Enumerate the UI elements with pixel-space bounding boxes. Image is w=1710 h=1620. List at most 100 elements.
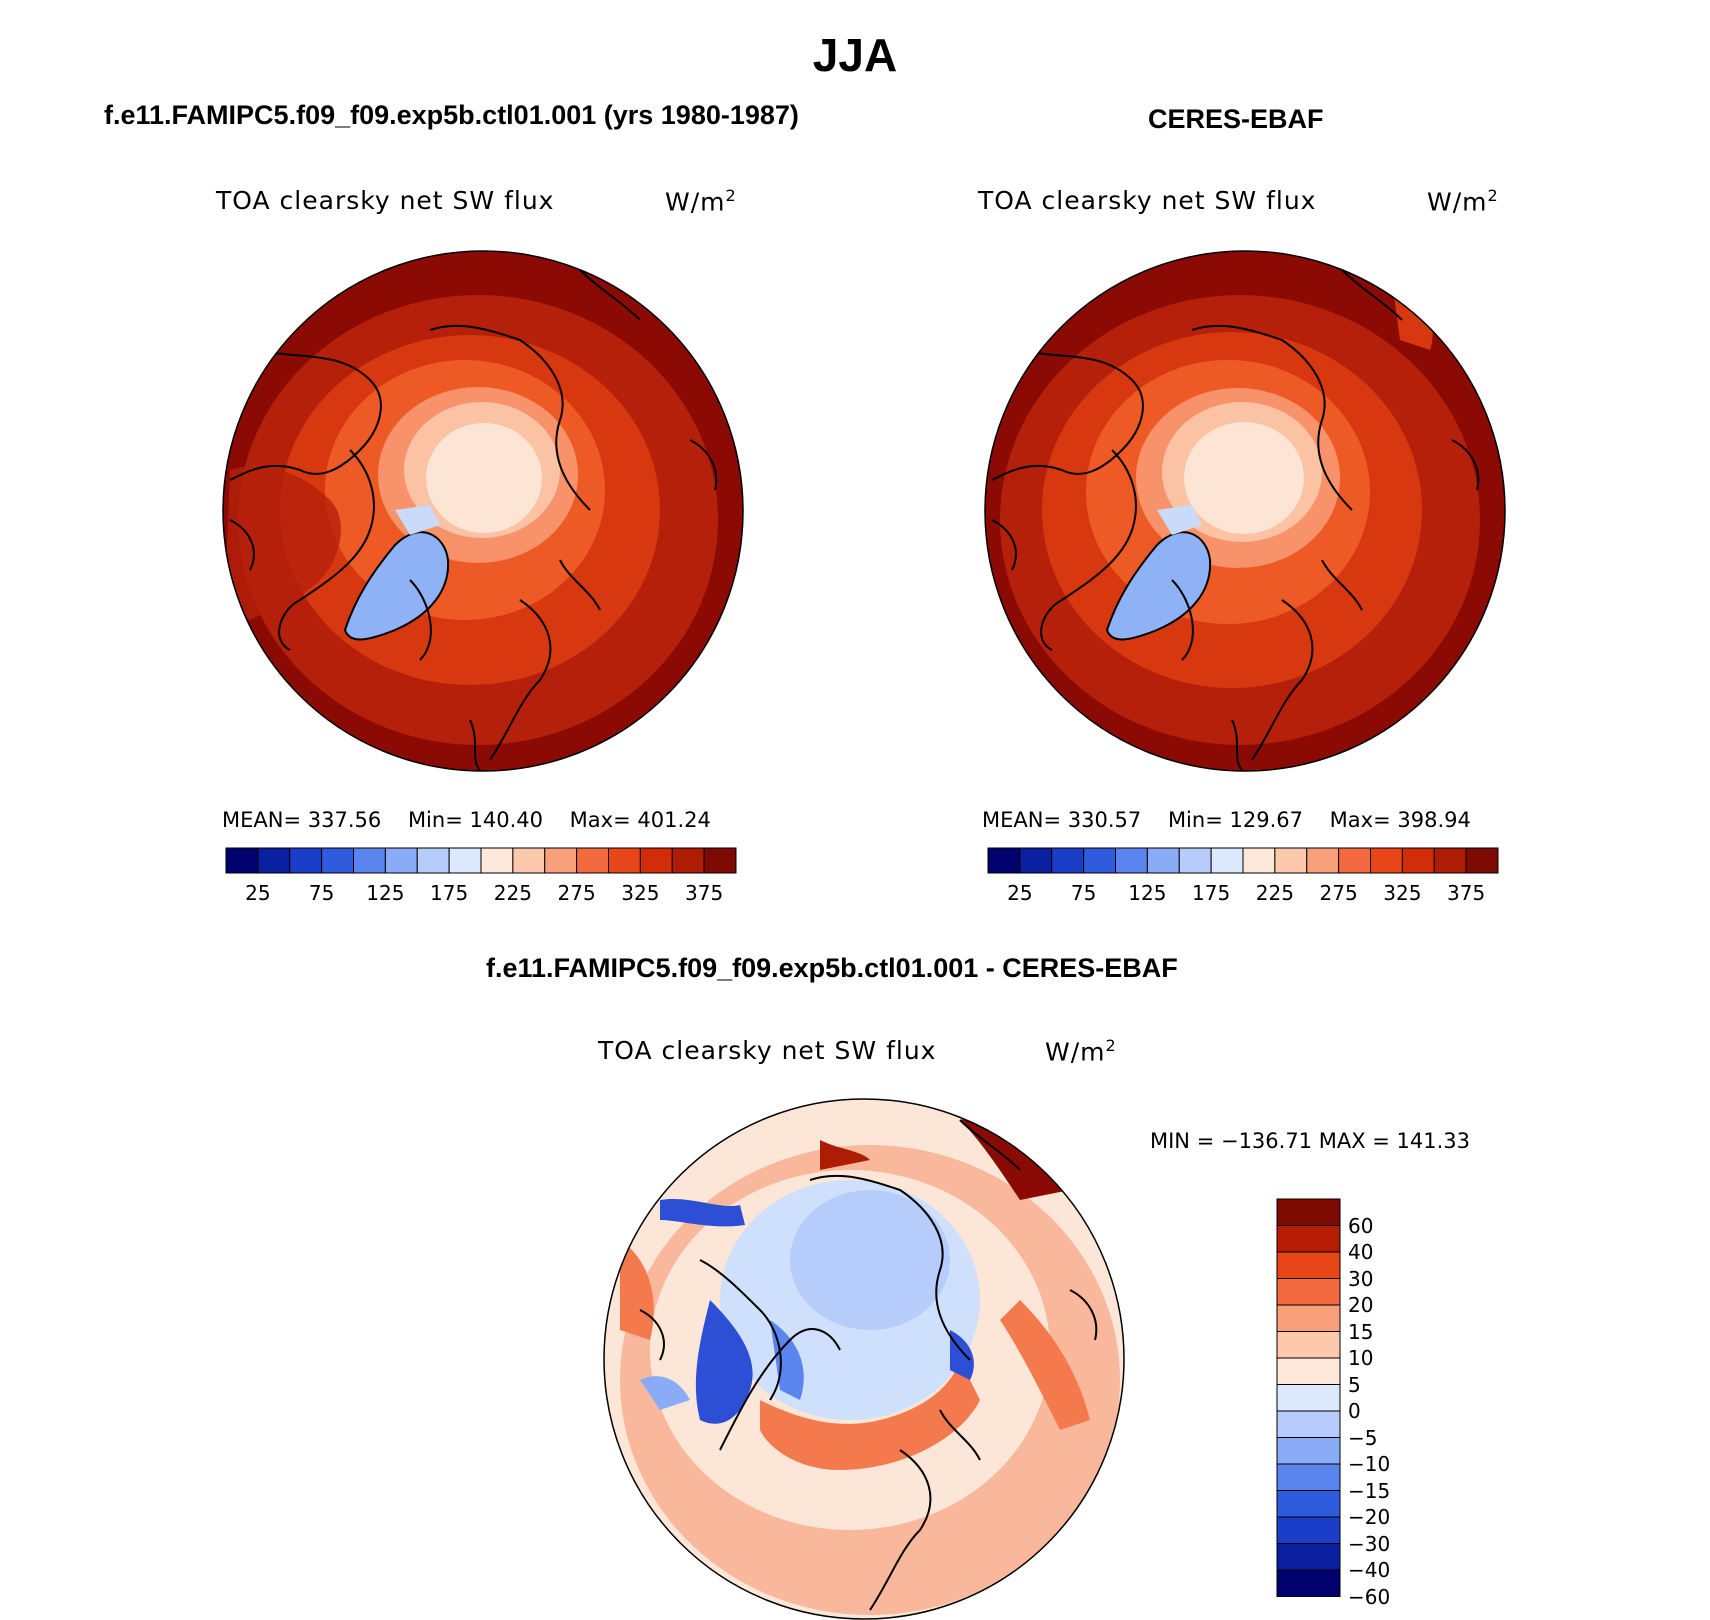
colorbar-tick-label: 325 bbox=[621, 881, 660, 905]
colorbar-swatch bbox=[384, 847, 418, 874]
colorbar-tick-label: 325 bbox=[1383, 881, 1422, 905]
diff-units: W/m2 bbox=[1045, 1036, 1117, 1067]
obs-variable-title: TOA clearsky net SW flux bbox=[978, 186, 1317, 215]
colorbar-tick-label: −60 bbox=[1348, 1584, 1391, 1609]
colorbar-swatch bbox=[225, 847, 259, 874]
colorbar-tick-label: 5 bbox=[1348, 1372, 1361, 1397]
colorbar-swatch bbox=[1115, 847, 1148, 874]
colorbar-tick-label: 125 bbox=[1128, 881, 1167, 905]
colorbar-tick-label: 275 bbox=[1319, 881, 1358, 905]
colorbar-swatch bbox=[1276, 1437, 1341, 1465]
colorbar-swatch bbox=[1276, 1569, 1341, 1597]
page-title: JJA bbox=[812, 29, 898, 81]
obs-mean: 330.57 bbox=[1067, 808, 1142, 832]
colorbar-swatch bbox=[576, 847, 609, 874]
colorbar-swatch bbox=[1276, 1516, 1341, 1544]
colorbar-tick-label: −40 bbox=[1348, 1558, 1391, 1582]
colorbar-tick-label: −30 bbox=[1348, 1531, 1391, 1556]
colorbar-swatch bbox=[416, 847, 450, 874]
colorbar-tick-label: 175 bbox=[430, 881, 469, 905]
diff-variable-title: TOA clearsky net SW flux bbox=[598, 1036, 937, 1065]
colorbar-swatch bbox=[1276, 1198, 1341, 1226]
model-min: 140.40 bbox=[469, 808, 543, 832]
colorbar-tick-label: 25 bbox=[245, 881, 271, 905]
model-max: 401.24 bbox=[637, 808, 711, 832]
colorbar-tick-label: 225 bbox=[493, 881, 532, 905]
colorbar-swatch bbox=[703, 847, 737, 874]
colorbar-tick-label: 20 bbox=[1348, 1293, 1374, 1317]
colorbar-swatch bbox=[1019, 847, 1053, 874]
colorbar-tick-label: 25 bbox=[1007, 881, 1033, 905]
colorbar-swatch bbox=[544, 847, 578, 874]
colorbar-tick-label: −15 bbox=[1348, 1478, 1391, 1503]
colorbar-swatch bbox=[1276, 1225, 1341, 1253]
colorbar-tick-label: −20 bbox=[1348, 1505, 1391, 1529]
colorbar-swatch bbox=[1276, 1410, 1341, 1438]
colorbar-swatch bbox=[1276, 1251, 1341, 1279]
obs-stats: MEAN= 330.57 Min= 129.67 Max= 398.94 bbox=[982, 808, 1471, 832]
colorbar-tick-label: 375 bbox=[1447, 881, 1486, 905]
colorbar-swatch bbox=[448, 847, 482, 874]
obs-min: 129.67 bbox=[1229, 808, 1303, 832]
colorbar-swatch bbox=[1274, 847, 1308, 874]
colorbar-swatch bbox=[1210, 847, 1244, 874]
diff-colorbar bbox=[1276, 1198, 1341, 1597]
colorbar-swatch bbox=[671, 847, 705, 874]
colorbar-tick-label: 75 bbox=[1070, 881, 1097, 905]
colorbar-tick-label: 40 bbox=[1348, 1240, 1374, 1264]
colorbar-swatch bbox=[1146, 847, 1180, 874]
colorbar-swatch bbox=[1276, 1357, 1341, 1385]
colorbar-tick-label: 225 bbox=[1255, 881, 1294, 905]
colorbar-tick-label: 75 bbox=[308, 881, 335, 905]
diff-minmax: MIN = −136.71 MAX = 141.33 bbox=[1150, 1129, 1471, 1153]
colorbar-swatch bbox=[1242, 847, 1276, 874]
colorbar-tick-label: 0 bbox=[1348, 1399, 1361, 1423]
model-stats: MEAN= 337.56 Min= 140.40 Max= 401.24 bbox=[222, 808, 711, 832]
model-variable-title: TOA clearsky net SW flux bbox=[216, 186, 555, 215]
colorbar-swatch bbox=[257, 847, 291, 874]
colorbar-tick-label: 30 bbox=[1348, 1266, 1374, 1291]
model-units: W/m2 bbox=[665, 186, 737, 217]
colorbar-swatch bbox=[1083, 847, 1116, 874]
colorbar-swatch bbox=[1276, 1463, 1341, 1491]
colorbar-swatch bbox=[1276, 1278, 1341, 1306]
colorbar-swatch bbox=[1338, 847, 1371, 874]
model-polar-map bbox=[223, 251, 743, 771]
colorbar-swatch bbox=[1276, 1304, 1341, 1332]
colorbar-swatch bbox=[289, 847, 323, 874]
diff-polar-map bbox=[604, 1099, 1124, 1619]
colorbar-swatch bbox=[1465, 847, 1499, 874]
colorbar-tick-label: 60 bbox=[1348, 1213, 1374, 1238]
colorbar-tick-label: −10 bbox=[1348, 1452, 1391, 1476]
colorbar-swatch bbox=[1051, 847, 1085, 874]
colorbar-tick-label: 10 bbox=[1348, 1346, 1374, 1370]
obs-colorbar bbox=[987, 847, 1499, 874]
obs-units: W/m2 bbox=[1427, 186, 1499, 217]
colorbar-swatch bbox=[1276, 1331, 1341, 1359]
colorbar-tick-label: 15 bbox=[1348, 1319, 1374, 1344]
colorbar-tick-label: 375 bbox=[685, 881, 724, 905]
colorbar-tick-label: 125 bbox=[366, 881, 405, 905]
model-panel-heading: f.e11.FAMIPC5.f09_f09.exp5b.ctl01.001 (y… bbox=[104, 100, 799, 130]
colorbar-swatch bbox=[1370, 847, 1403, 874]
model-colorbar bbox=[225, 847, 737, 874]
colorbar-swatch bbox=[1178, 847, 1212, 874]
model-mean: 337.56 bbox=[307, 808, 382, 832]
colorbar-swatch bbox=[1276, 1384, 1341, 1412]
obs-max: 398.94 bbox=[1397, 808, 1471, 832]
colorbar-swatch bbox=[480, 847, 514, 874]
colorbar-swatch bbox=[639, 847, 673, 874]
colorbar-swatch bbox=[1276, 1543, 1341, 1571]
obs-panel-heading: CERES-EBAF bbox=[1148, 104, 1324, 134]
colorbar-swatch bbox=[1306, 847, 1340, 874]
colorbar-tick-label: 275 bbox=[557, 881, 596, 905]
colorbar-swatch bbox=[987, 847, 1021, 874]
colorbar-tick-label: −5 bbox=[1348, 1425, 1378, 1450]
colorbar-swatch bbox=[512, 847, 546, 874]
colorbar-tick-label: 175 bbox=[1192, 881, 1231, 905]
colorbar-swatch bbox=[608, 847, 641, 874]
colorbar-swatch bbox=[321, 847, 354, 874]
obs-polar-map bbox=[985, 251, 1505, 771]
diff-panel-heading: f.e11.FAMIPC5.f09_f09.exp5b.ctl01.001 - … bbox=[486, 953, 1178, 983]
